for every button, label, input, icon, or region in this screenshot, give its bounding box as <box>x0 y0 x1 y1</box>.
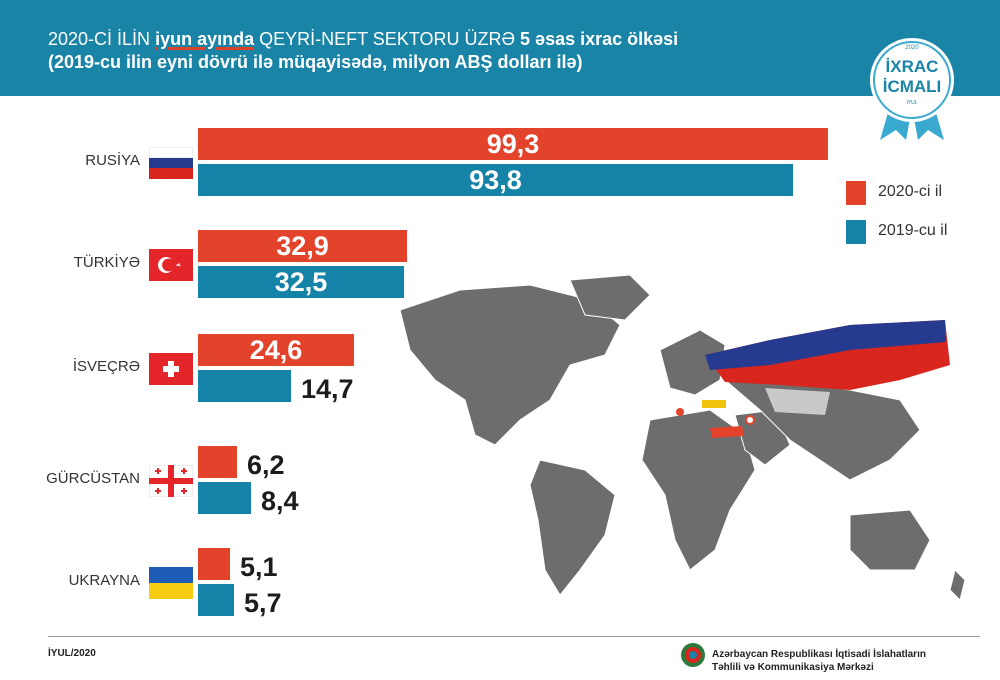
flag-turkey <box>149 249 193 281</box>
bar-2020 <box>198 128 828 160</box>
flag-ukraine <box>149 567 193 599</box>
title-bold: 5 əsas ixrac ölkəsi <box>520 29 679 49</box>
flag-switzerland <box>149 353 193 385</box>
australia-shape <box>849 509 931 571</box>
south-america-shape <box>529 459 616 596</box>
title-part1: 2020-Cİ İLİN <box>48 29 151 49</box>
footer-organization: Azərbaycan Respublikası İqtisadi İslahat… <box>712 648 926 674</box>
turkey-shape <box>710 426 744 438</box>
bar-2019 <box>198 482 251 514</box>
georgia-marker <box>745 415 755 425</box>
data-label: 5,1 <box>240 552 278 582</box>
country-label: GÜRCÜSTAN <box>46 470 140 487</box>
country-label: UKRAYNA <box>68 572 140 589</box>
flag-russia <box>148 146 194 179</box>
greenland-shape <box>569 274 651 321</box>
bar-2020 <box>198 548 230 580</box>
bar-2019 <box>198 164 793 196</box>
data-label: 93,8 <box>469 165 522 195</box>
data-label: 6,2 <box>247 450 285 480</box>
country-label: İSVEÇRƏ <box>72 358 140 375</box>
world-map <box>399 274 966 601</box>
switzerland-marker <box>676 408 684 416</box>
data-label: 8,4 <box>261 486 299 516</box>
badge-month: İYUL <box>906 99 917 106</box>
country-label: TÜRKİYƏ <box>73 254 140 271</box>
data-label: 32,9 <box>276 231 329 261</box>
north-america-shape <box>399 284 621 446</box>
page-subtitle: (2019-cu ilin eyni dövrü ilə müqayisədə,… <box>48 52 583 72</box>
data-label: 5,7 <box>244 588 282 618</box>
data-label: 32,5 <box>274 267 328 297</box>
badge-line1: İXRAC <box>886 57 939 76</box>
country-label: RUSİYA <box>85 152 140 169</box>
ukraine-shape <box>702 400 726 408</box>
bar-2020 <box>198 230 407 262</box>
kazakhstan-shape <box>765 388 830 415</box>
emblem-icon <box>681 643 705 667</box>
bar-2019 <box>198 370 291 402</box>
europe-shape <box>659 329 726 396</box>
org-line2: Təhlili və Kommunikasiya Mərkəzi <box>712 662 874 673</box>
legend-label-2020: 2020-ci il <box>878 183 943 200</box>
legend-label-2019: 2019-cu il <box>878 222 948 239</box>
header-banner: 2020-Cİ İLİN iyun ayında QEYRİ-NEFT SEKT… <box>0 0 1000 96</box>
footer-date: İYUL/2020 <box>48 648 96 659</box>
org-line1: Azərbaycan Respublikası İqtisadi İslahat… <box>712 649 926 660</box>
title-highlight: iyun ayında <box>155 29 255 49</box>
data-label: 24,6 <box>249 335 303 365</box>
bar-2020 <box>198 334 354 366</box>
russia-north-band <box>705 320 946 370</box>
title-part2: QEYRİ-NEFT SEKTORU ÜZRƏ <box>259 29 516 49</box>
legend-swatch-2019 <box>846 220 866 244</box>
badge-year: 2020 <box>905 45 919 51</box>
data-label: 99,3 <box>486 129 540 159</box>
footer-divider <box>48 636 980 637</box>
legend-swatch-2020 <box>846 181 866 205</box>
bar-2020 <box>198 446 237 478</box>
page-title: 2020-Cİ İLİN iyun ayında QEYRİ-NEFT SEKT… <box>48 29 678 50</box>
data-label: 14,7 <box>301 374 354 404</box>
ixrac-icmali-badge: 2020 İXRAC İCMALI İYUL <box>870 38 954 140</box>
bar-2019 <box>198 266 404 298</box>
bar-2019 <box>198 584 234 616</box>
badge-line2: İCMALI <box>883 77 942 96</box>
flag-georgia <box>148 464 194 498</box>
new-zealand-shape <box>949 569 966 601</box>
